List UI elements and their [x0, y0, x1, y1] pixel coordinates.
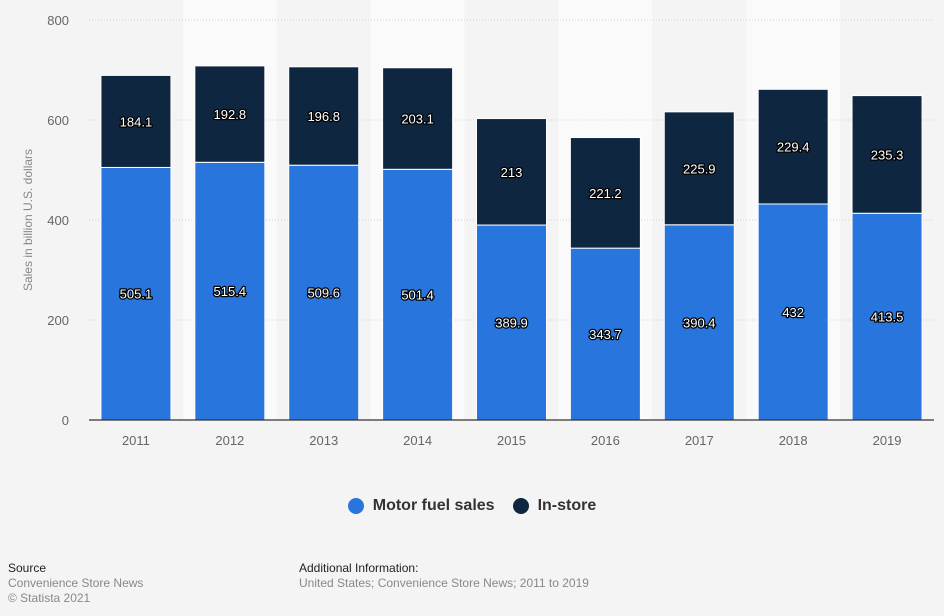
copyright: © Statista 2021: [8, 591, 91, 605]
bar-motor-fuel[interactable]: [288, 164, 360, 421]
legend: Motor fuel sales In-store: [0, 497, 944, 515]
data-label: 213: [501, 165, 523, 180]
data-label: 235.3: [871, 147, 904, 162]
stacked-bar-chart: 505.1 184.1 515.4 192.8 509.6 196.8 501.4 203.1…: [21, 13, 934, 448]
x-axis-ticks: 2011 2012 2013 2014 2015 2016 2017 2018 2019: [122, 433, 902, 448]
data-label: 225.9: [683, 161, 716, 176]
additional-info-block: Additional Information: United States; C…: [299, 561, 589, 591]
x-tick-label: 2017: [685, 433, 714, 448]
data-label: 390.4: [683, 315, 716, 330]
data-label: 413.5: [871, 310, 904, 325]
bar-in-store[interactable]: [382, 67, 454, 170]
legend-label: Motor fuel sales: [372, 497, 495, 514]
source-text[interactable]: Convenience Store News: [8, 576, 144, 590]
y-tick-label: 800: [47, 13, 69, 28]
x-tick-label: 2018: [779, 433, 808, 448]
bar-in-store[interactable]: [757, 88, 829, 205]
source-heading: Source: [8, 561, 47, 575]
additional-info-text: United States; Convenience Store News; 2…: [299, 576, 589, 590]
additional-info-heading: Additional Information:: [299, 561, 419, 575]
data-label: 196.8: [307, 109, 340, 124]
legend-marker-motor-fuel: [347, 498, 364, 514]
data-label: 501.4: [401, 288, 434, 303]
data-label: 229.4: [777, 140, 810, 155]
x-tick-label: 2014: [403, 433, 432, 448]
data-label: 432: [782, 305, 804, 320]
y-axis-title: Sales in billion U.S. dollars: [21, 149, 35, 291]
bar-in-store[interactable]: [851, 95, 923, 214]
x-tick-label: 2019: [873, 433, 902, 448]
x-tick-label: 2012: [215, 433, 244, 448]
legend-item-in-store[interactable]: In-store: [512, 497, 597, 515]
bar-in-store[interactable]: [100, 74, 172, 168]
bar-in-store[interactable]: [288, 66, 360, 166]
bar-motor-fuel[interactable]: [569, 247, 641, 421]
bar-in-store[interactable]: [569, 137, 641, 249]
y-tick-label: 200: [47, 313, 69, 328]
data-label: 203.1: [401, 112, 434, 127]
bar-in-store[interactable]: [476, 118, 547, 226]
y-tick-label: 0: [62, 413, 69, 428]
source-block: Source Convenience Store News © Statista…: [8, 561, 143, 606]
legend-item-motor-fuel[interactable]: Motor fuel sales: [347, 497, 495, 515]
bar-in-store[interactable]: [194, 65, 266, 163]
bar-motor-fuel[interactable]: [100, 166, 172, 421]
data-label: 343.7: [589, 327, 622, 342]
data-label: 509.6: [307, 286, 340, 301]
y-axis-ticks: 0 200 400 600 800: [47, 13, 69, 428]
data-label: 389.9: [495, 316, 528, 331]
x-tick-label: 2013: [309, 433, 338, 448]
bar-motor-fuel[interactable]: [851, 212, 923, 421]
bar-motor-fuel[interactable]: [382, 168, 454, 421]
data-label: 505.1: [120, 287, 153, 302]
legend-label: In-store: [537, 497, 597, 514]
data-labels: 505.1 184.1 515.4 192.8 509.6 196.8 501.4 203.1…: [118, 106, 904, 343]
y-tick-label: 400: [47, 213, 69, 228]
data-label: 192.8: [214, 107, 247, 122]
legend-marker-in-store: [512, 498, 529, 514]
x-tick-label: 2016: [591, 433, 620, 448]
bar-in-store[interactable]: [663, 111, 735, 226]
x-tick-label: 2011: [122, 433, 150, 448]
data-label: 184.1: [120, 114, 153, 129]
data-label: 221.2: [589, 186, 622, 201]
x-tick-label: 2015: [497, 433, 526, 448]
data-label: 515.4: [214, 284, 247, 299]
y-tick-label: 600: [47, 113, 69, 128]
bars: [100, 65, 923, 421]
